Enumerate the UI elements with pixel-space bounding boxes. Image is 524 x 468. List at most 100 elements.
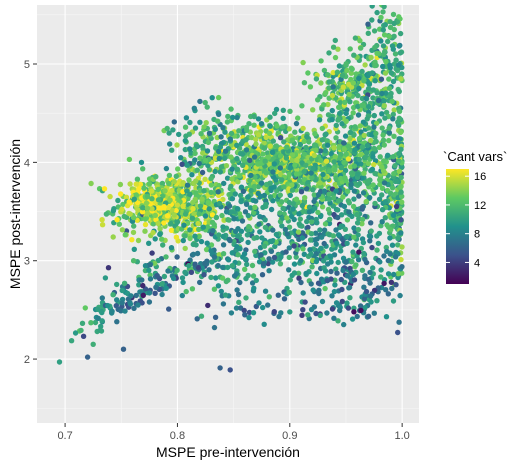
data-point bbox=[182, 137, 188, 144]
data-point bbox=[330, 195, 337, 201]
data-point bbox=[372, 200, 378, 207]
data-point bbox=[168, 220, 174, 227]
data-point bbox=[346, 200, 352, 206]
data-point bbox=[204, 148, 211, 154]
data-point bbox=[121, 280, 128, 286]
data-point bbox=[307, 84, 314, 90]
data-point bbox=[321, 188, 328, 194]
data-point bbox=[381, 5, 387, 10]
data-point bbox=[255, 190, 261, 197]
x-axis-title: MSPE pre-intervención bbox=[156, 444, 300, 460]
data-point bbox=[289, 182, 295, 188]
data-point bbox=[220, 233, 226, 240]
data-point bbox=[352, 124, 358, 130]
data-point bbox=[361, 132, 367, 139]
data-point bbox=[343, 61, 349, 67]
data-point bbox=[205, 200, 211, 206]
data-point bbox=[146, 267, 152, 273]
data-point bbox=[119, 287, 125, 294]
data-point bbox=[291, 270, 298, 276]
data-point bbox=[235, 252, 241, 258]
data-point bbox=[237, 279, 243, 286]
data-point bbox=[246, 223, 252, 230]
data-point bbox=[271, 161, 277, 167]
data-point bbox=[374, 9, 380, 16]
data-point bbox=[314, 220, 320, 226]
data-point bbox=[213, 214, 220, 221]
data-point bbox=[198, 131, 204, 137]
data-point bbox=[340, 84, 346, 90]
data-point bbox=[349, 258, 355, 265]
data-point bbox=[333, 135, 339, 141]
data-point bbox=[284, 144, 290, 150]
data-point bbox=[269, 259, 276, 265]
data-point bbox=[266, 268, 272, 274]
data-point bbox=[196, 160, 202, 167]
data-point bbox=[296, 211, 302, 217]
data-point bbox=[155, 197, 162, 203]
data-point bbox=[390, 78, 397, 85]
data-point bbox=[391, 33, 397, 39]
data-point bbox=[379, 164, 385, 170]
data-point bbox=[187, 146, 193, 152]
data-point bbox=[191, 211, 197, 217]
data-point bbox=[347, 99, 353, 105]
data-point bbox=[170, 127, 176, 133]
data-point bbox=[384, 222, 390, 228]
data-point bbox=[173, 173, 179, 179]
data-point bbox=[347, 135, 353, 142]
legend-label: 16 bbox=[474, 171, 486, 183]
data-point bbox=[299, 202, 305, 209]
data-point bbox=[187, 235, 193, 242]
data-point bbox=[295, 270, 302, 276]
data-point bbox=[239, 218, 246, 224]
data-point bbox=[375, 97, 382, 104]
data-point bbox=[378, 14, 384, 21]
data-point bbox=[115, 197, 121, 204]
data-point bbox=[372, 78, 378, 84]
data-point bbox=[363, 198, 369, 205]
data-point bbox=[350, 249, 356, 255]
data-point bbox=[196, 233, 202, 240]
data-point bbox=[131, 305, 137, 311]
data-point bbox=[325, 142, 331, 148]
data-point bbox=[120, 201, 126, 208]
data-point bbox=[377, 154, 383, 160]
data-point bbox=[286, 289, 292, 296]
data-point bbox=[163, 165, 170, 172]
data-point bbox=[319, 106, 325, 112]
data-point bbox=[322, 268, 329, 274]
data-point bbox=[313, 76, 320, 82]
data-point bbox=[238, 184, 245, 190]
data-point bbox=[277, 210, 283, 216]
data-point bbox=[399, 193, 405, 199]
data-point bbox=[349, 316, 356, 322]
data-point bbox=[134, 176, 141, 182]
data-point bbox=[398, 174, 404, 181]
data-point bbox=[110, 208, 117, 214]
data-point bbox=[323, 90, 329, 96]
data-point bbox=[305, 312, 311, 318]
legend-label: 4 bbox=[474, 257, 480, 269]
data-point bbox=[219, 275, 226, 281]
data-point bbox=[122, 308, 128, 314]
data-point bbox=[368, 228, 374, 234]
data-point bbox=[314, 270, 320, 277]
data-point bbox=[334, 69, 341, 75]
data-point bbox=[379, 111, 385, 117]
data-point bbox=[262, 224, 269, 231]
data-point bbox=[336, 144, 342, 150]
data-point bbox=[208, 176, 214, 182]
data-point bbox=[296, 221, 302, 227]
data-point bbox=[194, 167, 200, 173]
data-point bbox=[208, 189, 214, 196]
data-point bbox=[341, 140, 347, 146]
data-point bbox=[261, 321, 267, 327]
data-point bbox=[356, 75, 362, 82]
data-point bbox=[248, 172, 254, 179]
data-point bbox=[281, 296, 288, 302]
data-point bbox=[163, 285, 169, 291]
data-point bbox=[261, 243, 268, 249]
data-point bbox=[275, 292, 281, 298]
data-point bbox=[284, 231, 290, 237]
